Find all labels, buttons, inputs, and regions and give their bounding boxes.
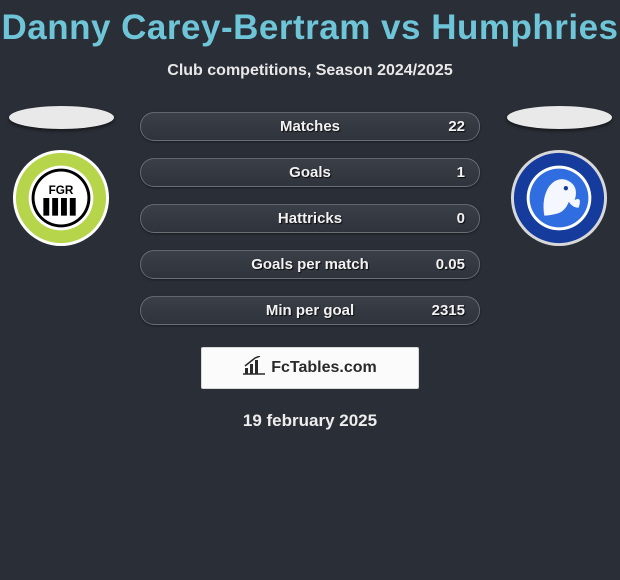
stat-label: Hattricks <box>278 210 342 227</box>
stat-right-value: 0 <box>457 210 465 227</box>
stat-right-value: 1 <box>457 164 465 181</box>
club-badge-left: FGR <box>12 149 110 247</box>
fctables-label: FcTables.com <box>271 359 377 377</box>
stat-label: Goals <box>289 164 331 181</box>
svg-text:FGR: FGR <box>49 184 74 197</box>
subtitle: Club competitions, Season 2024/2025 <box>0 62 620 80</box>
stat-right-value: 2315 <box>432 302 465 319</box>
stat-row: Goals 1 <box>140 158 480 187</box>
page-title: Danny Carey-Bertram vs Humphries <box>0 0 620 48</box>
comparison-panel: FGR Matches 22 Goals 1 <box>0 112 620 431</box>
stat-label: Goals per match <box>251 256 369 273</box>
player-left-avatar <box>9 106 114 129</box>
stat-row: Hattricks 0 <box>140 204 480 233</box>
stat-right-value: 22 <box>448 118 465 135</box>
stat-right-value: 0.05 <box>436 256 465 273</box>
stat-row: Matches 22 <box>140 112 480 141</box>
chart-icon <box>243 356 265 381</box>
stat-row: Min per goal 2315 <box>140 296 480 325</box>
player-right-avatar <box>507 106 612 129</box>
stat-row: Goals per match 0.05 <box>140 250 480 279</box>
date-text: 19 february 2025 <box>0 411 620 431</box>
stat-label: Matches <box>280 118 340 135</box>
stat-label: Min per goal <box>266 302 354 319</box>
player-left-column: FGR <box>6 106 116 247</box>
player-right-column <box>504 106 614 247</box>
stats-list: Matches 22 Goals 1 Hattricks 0 Goals per… <box>140 112 480 325</box>
club-badge-right <box>510 149 608 247</box>
fctables-link[interactable]: FcTables.com <box>201 347 419 389</box>
